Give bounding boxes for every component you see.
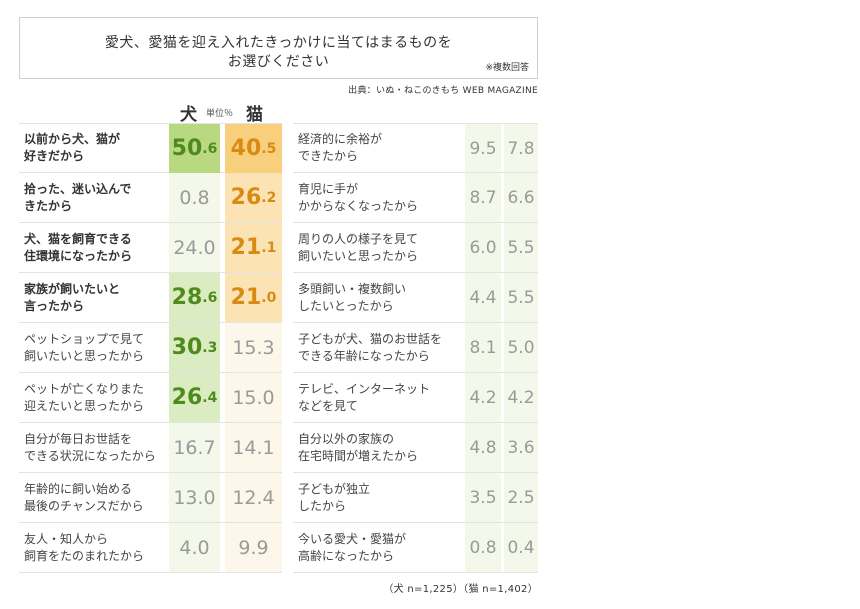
cat-value-cell: 9.9	[238, 536, 269, 559]
dog-value-cell: 8.1	[469, 337, 497, 358]
table-row: 自分以外の家族の 在宅時間が増えたから 4.8 3.6	[293, 423, 538, 473]
table-row: 友人・知人から 飼育をたのまれたから 4.0 9.9	[19, 523, 282, 573]
source-credit: 出典：いぬ・ねこのきもち WEB MAGAZINE	[348, 86, 538, 96]
table-row: 周りの人の様子を見て 飼いたいと思ったから 6.0 5.5	[293, 223, 538, 273]
row-label: 子どもが独立 したから	[298, 481, 371, 513]
dog-value-cell: 9.5	[469, 138, 497, 159]
dog-value-cell: 26.4	[169, 373, 220, 422]
row-label: ペットショップで見て 飼いたいと思ったから	[24, 331, 145, 363]
row-label: 自分が毎日お世話を できる状況になったから	[24, 431, 156, 463]
cat-value-cell: 6.6	[507, 187, 535, 208]
question-title-line-1: 愛犬、愛猫を迎え入れたきっかけに当てはまるものを	[104, 35, 453, 51]
cat-value-cell: 26.2	[225, 173, 282, 222]
cat-value-cell: 3.6	[507, 437, 535, 458]
cat-value-cell: 7.8	[507, 138, 535, 159]
table-row: ペットが亡くなりまた 迎えたいと思ったから 26.4 15.0	[19, 373, 282, 423]
cat-value-cell: 5.0	[507, 337, 535, 358]
table-row: 子どもが犬、猫のお世話を できる年齢になったから 8.1 5.0	[293, 323, 538, 373]
table-row: 自分が毎日お世話を できる状況になったから 16.7 14.1	[19, 423, 282, 473]
cat-value-cell: 15.0	[232, 386, 275, 409]
cat-value-cell: 5.5	[507, 287, 535, 308]
row-label: 家族が飼いたいと 言ったから	[24, 281, 121, 313]
multiple-answer-note: ※複数回答	[485, 63, 529, 73]
row-label: 以前から犬、猫が 好きだから	[24, 132, 121, 163]
dog-value-cell: 8.7	[469, 187, 497, 208]
cat-value-cell: 2.5	[507, 487, 535, 508]
row-label: 子どもが犬、猫のお世話を できる年齢になったから	[298, 331, 443, 363]
dog-value-cell: 6.0	[469, 237, 497, 258]
row-label: 育児に手が かからなくなったから	[298, 181, 419, 213]
dog-value-cell: 50.6	[169, 124, 220, 173]
row-label: 拾った、迷い込んで きたから	[24, 181, 132, 213]
cat-value-cell: 40.5	[225, 124, 282, 173]
unit-label: 単位％	[206, 109, 234, 119]
row-label: 多頭飼い・複数飼い したいとったから	[298, 281, 407, 313]
table-row: 育児に手が かからなくなったから 8.7 6.6	[293, 173, 538, 223]
table-row: テレビ、インターネット などを見て 4.2 4.2	[293, 373, 538, 423]
row-label: 年齢的に飼い始める 最後のチャンスだから	[24, 481, 144, 513]
cat-value-cell: 14.1	[232, 436, 275, 459]
cat-value-cell: 15.3	[232, 336, 275, 359]
dog-value-cell: 0.8	[469, 537, 497, 558]
cat-value-cell: 0.4	[507, 537, 535, 558]
dog-value-cell: 28.6	[169, 273, 220, 322]
table-right-panel: 経済的に余裕が できたから 9.5 7.8 育児に手が かからなくなったから 8.7 6.…	[293, 123, 538, 573]
table-row: 以前から犬、猫が 好きだから 50.6 40.5	[19, 123, 282, 173]
cat-column-header: 猫	[246, 105, 263, 125]
dog-value-cell: 3.5	[469, 487, 497, 508]
dog-value-cell: 0.8	[179, 186, 210, 209]
dog-column-header: 犬	[180, 105, 197, 125]
row-label: 経済的に余裕が できたから	[298, 132, 383, 163]
table-row: 犬、猫を飼育できる 住環境になったから 24.0 21.1	[19, 223, 282, 273]
dog-value-cell: 4.4	[469, 287, 497, 308]
table-left-panel: 以前から犬、猫が 好きだから 50.6 40.5 拾った、迷い込んで きたから 0.8 2…	[19, 123, 282, 573]
cat-value-cell: 12.4	[232, 486, 275, 509]
row-label: 友人・知人から 飼育をたのまれたから	[24, 531, 145, 563]
table-row: 拾った、迷い込んで きたから 0.8 26.2	[19, 173, 282, 223]
sample-size-note: （犬 n=1,225）（猫 n=1,402）	[383, 584, 538, 595]
table-row: ペットショップで見て 飼いたいと思ったから 30.3 15.3	[19, 323, 282, 373]
row-label: 犬、猫を飼育できる 住環境になったから	[24, 231, 133, 263]
table-row: 経済的に余裕が できたから 9.5 7.8	[293, 123, 538, 173]
right-dog-column-background	[465, 123, 501, 573]
table-row: 子どもが独立 したから 3.5 2.5	[293, 473, 538, 523]
right-cat-column-background	[504, 123, 538, 573]
dog-value-cell: 13.0	[173, 486, 216, 509]
table-row: 今いる愛犬・愛猫が 高齢になったから 0.8 0.4	[293, 523, 538, 573]
dog-value-cell: 16.7	[173, 436, 216, 459]
dog-value-cell: 4.8	[469, 437, 497, 458]
row-label: テレビ、インターネット などを見て	[298, 381, 431, 413]
dog-value-cell: 24.0	[173, 236, 216, 259]
cat-value-cell: 5.5	[507, 237, 535, 258]
row-label: 今いる愛犬・愛猫が 高齢になったから	[298, 531, 407, 563]
table-row: 多頭飼い・複数飼い したいとったから 4.4 5.5	[293, 273, 538, 323]
row-label: ペットが亡くなりまた 迎えたいと思ったから	[24, 381, 145, 413]
dog-value-cell: 4.2	[469, 387, 497, 408]
dog-value-cell: 4.0	[179, 536, 210, 559]
table-row: 家族が飼いたいと 言ったから 28.6 21.0	[19, 273, 282, 323]
row-label: 周りの人の様子を見て 飼いたいと思ったから	[298, 231, 419, 263]
table-row: 年齢的に飼い始める 最後のチャンスだから 13.0 12.4	[19, 473, 282, 523]
cat-value-cell: 21.0	[225, 273, 282, 322]
row-label: 自分以外の家族の 在宅時間が増えたから	[298, 431, 419, 463]
cat-value-cell: 4.2	[507, 387, 535, 408]
cat-value-cell: 21.1	[225, 223, 282, 272]
question-title-line-2: お選びください	[227, 54, 330, 70]
question-title-box: 愛犬、愛猫を迎え入れたきっかけに当てはまるものを お選びください ※複数回答	[19, 17, 538, 79]
dog-value-cell: 30.3	[169, 323, 220, 372]
